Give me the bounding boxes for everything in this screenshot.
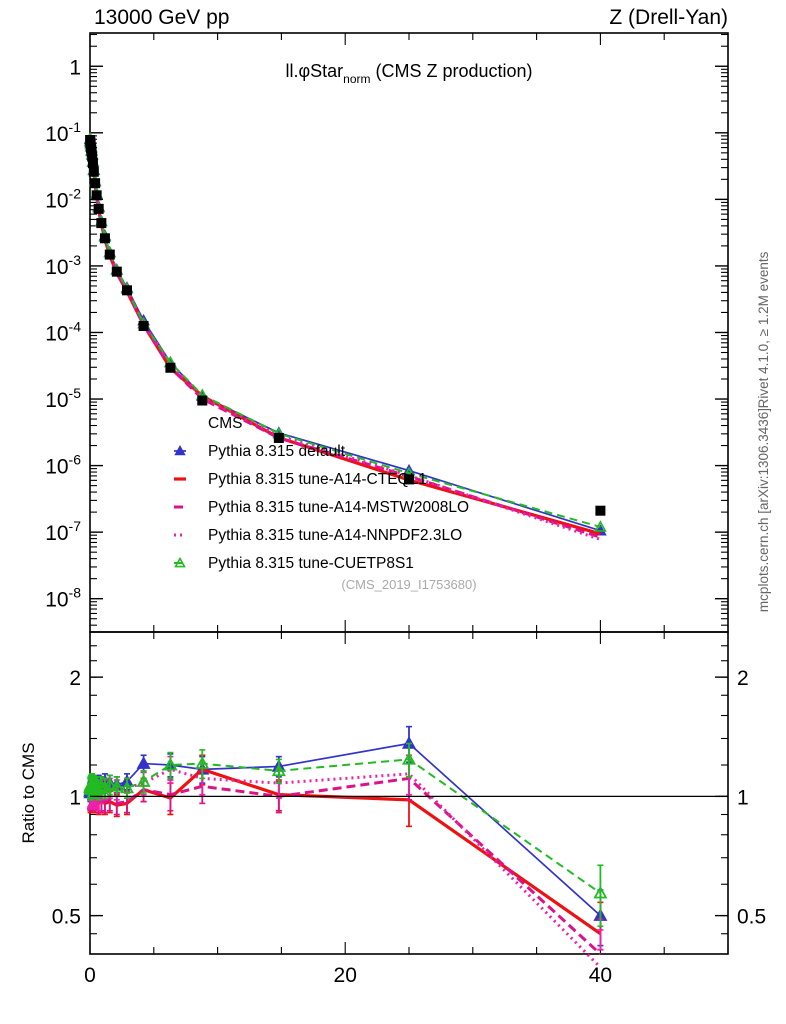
cms-data-marker [595,505,606,516]
main-panel-data [83,131,607,541]
mcplots-source-label: mcplots.cern.ch [arXiv:1306.3436] [756,408,771,612]
ratio-data-marker [109,778,124,792]
legend: CMS Pythia 8.315 default Pythia 8.315 tune… [174,415,469,572]
main-ytick-label: 1 [69,56,81,79]
legend-item-label[interactable]: Pythia 8.315 tune-A14-NNPDF2.3LO [208,527,462,544]
cms-data-marker [91,190,102,201]
ratio-y-axis-label: Ratio to CMS [19,742,38,843]
main-ytick-label: 10-6 [45,452,81,479]
cms-data-marker [93,203,104,214]
ratio-data-marker [136,756,151,769]
legend-marker [174,445,186,456]
header-right-process: Z (Drell-Yan) [609,6,728,29]
cms-data-marker [138,321,149,332]
rivet-version-label: Rivet 4.1.0, ≥ 1.2M events [756,251,771,408]
main-series-line [89,138,601,528]
legend-marker [174,556,186,568]
title-phi: φ [298,61,310,81]
main-axis-tick-labels: 1 10-1 10-2 10-3 10-4 10-5 10-6 10-7 10-8 [45,56,81,611]
x-axis-tick-labels: 0 20 40 [84,964,612,987]
cms-data-marker [90,178,101,189]
ratio-ytick-label-right: 1 [737,786,749,809]
title-suffix: (CMS Z production) [376,61,533,81]
ratio-panel-data [83,725,608,969]
ratio-series-line [89,758,601,894]
legend-item-label[interactable]: Pythia 8.315 tune-CUETP8S1 [208,555,414,572]
ratio-data-marker [136,774,151,787]
header-left-beam: 13000 GeV pp [94,6,229,29]
ratio-data-marker [593,885,608,899]
x-tick-label: 0 [84,964,96,987]
title-star: Star [310,61,343,81]
main-ytick-label: 10-2 [45,185,81,212]
legend-item-label[interactable]: Pythia 8.315 tune-A14-MSTW2008LO [208,499,469,516]
main-ytick-label: 10-5 [45,385,81,412]
cms-data-marker [87,158,98,169]
main-ytick-label: 10-3 [45,252,81,279]
cms-data-marker [87,151,98,162]
ratio-series-line [88,776,602,956]
main-ytick-label: 10-7 [45,518,81,545]
ratio-ytick-label-right: 2 [737,667,749,690]
main-ytick-label: 10-4 [45,318,81,345]
ratio-ytick-label: 2 [69,667,81,690]
cms-data-marker [88,166,99,177]
ratio-series-line [88,767,602,936]
legend-item-label[interactable]: CMS [208,415,242,432]
main-ytick-label: 10-1 [45,119,81,146]
x-tick-label: 40 [589,964,612,987]
cms-data-marker [197,395,208,406]
ratio-ytick-label: 1 [69,786,81,809]
ratio-data-marker [97,780,112,794]
ratio-data-marker [401,752,417,765]
title-subscript: norm [343,72,370,86]
ratio-data-marker [271,763,286,777]
ratio-ytick-label: 0.5 [52,906,81,929]
cms-data-marker [104,249,115,260]
ratio-data-marker [163,757,178,771]
cms-data-marker [111,266,122,277]
ratio-axis-tick-labels: 2 2 1 1 0.5 0.5 [52,667,766,928]
cms-data-marker [165,362,176,373]
analysis-id-watermark: (CMS_2019_I1753680) [341,577,476,592]
main-data-marker [594,520,607,532]
ratio-series-line [88,767,602,969]
page-title: ll.φStarnorm (CMS Z production) [285,61,532,86]
ratio-data-marker [195,756,210,769]
cms-data-marker [404,474,414,485]
ratio-data-marker [119,780,135,794]
cms-data-marker [122,285,133,296]
cms-data-marker [273,432,284,443]
legend-item-label[interactable]: Pythia 8.315 tune-A14-CTEQL1 [208,471,427,488]
legend-item-label[interactable]: Pythia 8.315 default [208,443,346,460]
main-ytick-label: 10-8 [45,585,81,612]
cms-data-marker [96,218,107,229]
x-tick-label: 20 [334,964,357,987]
title-prefix: ll. [285,61,298,81]
main-series-line [88,139,601,541]
cms-data-marker [99,233,110,244]
ratio-ytick-label-right: 0.5 [737,906,766,929]
ratio-data-marker [102,777,117,791]
